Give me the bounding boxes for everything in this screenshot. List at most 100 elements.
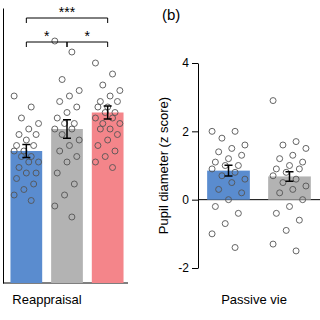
data-point: [95, 104, 101, 110]
sig-label: *: [44, 28, 50, 44]
data-point: [14, 176, 20, 182]
y-axis: [3, 9, 4, 284]
data-point: [62, 192, 68, 198]
data-point: [59, 132, 65, 138]
data-point: [66, 93, 72, 99]
data-point: [209, 128, 215, 134]
data-point: [105, 137, 111, 143]
data-point: [18, 154, 24, 160]
data-point: [69, 49, 75, 55]
data-point: [229, 180, 235, 186]
data-point: [114, 99, 120, 105]
data-point: [290, 186, 296, 192]
y-axis-title: Pupil diameter (z score): [156, 97, 171, 234]
y-tick: -2: [178, 261, 198, 275]
data-point: [280, 180, 286, 186]
y-tick: 0: [182, 193, 198, 207]
data-point: [229, 145, 235, 151]
data-point: [277, 156, 283, 162]
data-point: [26, 159, 32, 165]
data-point: [64, 159, 70, 165]
panel: Reappraisal*****: [3, 4, 128, 307]
data-point: [287, 204, 293, 210]
error-bar-line: [22, 144, 30, 157]
data-point: [97, 126, 103, 132]
data-point: [28, 198, 34, 204]
data-point: [242, 142, 248, 148]
data-point: [216, 149, 222, 155]
data-point: [239, 152, 245, 158]
data-point: [110, 115, 116, 121]
data-point: [242, 176, 248, 182]
data-point: [293, 139, 299, 145]
data-point: [232, 245, 238, 251]
plot-area: [207, 98, 311, 254]
data-point: [23, 137, 29, 143]
data-point: [26, 126, 32, 132]
data-point: [36, 159, 42, 165]
data-point: [54, 170, 60, 176]
data-point: [303, 183, 309, 189]
error-bar: [63, 120, 71, 139]
data-point: [69, 214, 75, 220]
error-bar: [286, 172, 294, 182]
data-point: [293, 176, 299, 182]
y-tick: 4: [182, 56, 198, 70]
data-point: [300, 159, 306, 165]
data-point: [110, 71, 116, 77]
data-point: [33, 132, 39, 138]
y-tick-label: -2: [178, 261, 189, 275]
data-point: [18, 115, 24, 121]
error-bar: [225, 165, 233, 176]
data-point: [277, 190, 283, 196]
data-point: [235, 210, 241, 216]
data-point: [270, 98, 276, 104]
data-point: [52, 38, 58, 44]
data-point: [232, 169, 238, 175]
data-point: [11, 192, 17, 198]
data-point: [36, 121, 42, 127]
error-bar: [22, 144, 30, 157]
data-point: [74, 154, 80, 160]
data-point: [239, 190, 245, 196]
data-point: [273, 166, 279, 172]
data-point: [226, 197, 232, 203]
data-point: [95, 143, 101, 149]
data-point: [100, 82, 106, 88]
data-point: [300, 197, 306, 203]
data-point: [117, 88, 123, 94]
data-point: [16, 132, 22, 138]
data-point: [222, 221, 228, 227]
data-point: [92, 115, 98, 121]
data-point: [23, 170, 29, 176]
data-point: [290, 152, 296, 158]
data-point: [270, 173, 276, 179]
y-tick-label: 2: [182, 125, 189, 139]
data-point: [66, 143, 72, 149]
sig-label: *: [85, 28, 91, 44]
y-axis: -2 0 2 4: [178, 56, 198, 275]
data-point: [16, 165, 22, 171]
data-point: [52, 203, 58, 209]
error-bar: [104, 106, 112, 119]
plot-area: [10, 38, 123, 283]
data-point: [296, 166, 302, 172]
data-point: [293, 248, 299, 254]
data-point: [71, 181, 77, 187]
data-point: [219, 135, 225, 141]
data-point: [76, 137, 82, 143]
data-point: [114, 132, 120, 138]
data-point: [303, 145, 309, 151]
data-point: [117, 121, 123, 127]
data-point: [54, 115, 60, 121]
bar: [51, 129, 83, 283]
sig-label: ***: [59, 4, 76, 20]
data-point: [11, 148, 17, 154]
data-point: [33, 170, 39, 176]
data-point: [52, 126, 58, 132]
x-axis-title: Passive vie: [221, 292, 287, 307]
data-point: [59, 77, 65, 83]
data-point: [57, 99, 63, 105]
data-point: [280, 142, 286, 148]
data-point: [212, 204, 218, 210]
